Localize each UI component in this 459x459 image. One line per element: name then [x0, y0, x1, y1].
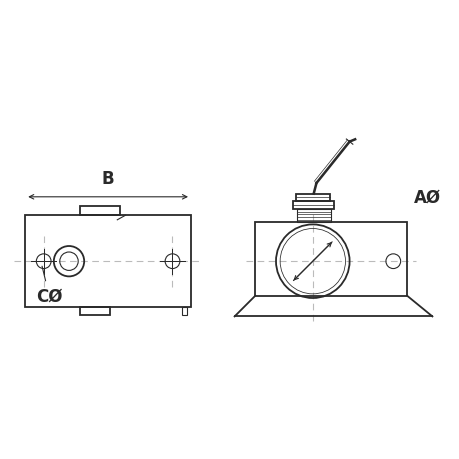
Bar [181, 308, 187, 316]
Bar [80, 308, 110, 315]
Text: B: B [101, 169, 114, 187]
Bar [296, 210, 330, 223]
Bar [255, 223, 406, 296]
Bar [25, 216, 190, 308]
Bar [80, 207, 119, 216]
Text: CØ: CØ [36, 267, 62, 305]
Bar [293, 202, 333, 210]
Text: AØ: AØ [413, 188, 440, 207]
Bar [296, 194, 330, 202]
